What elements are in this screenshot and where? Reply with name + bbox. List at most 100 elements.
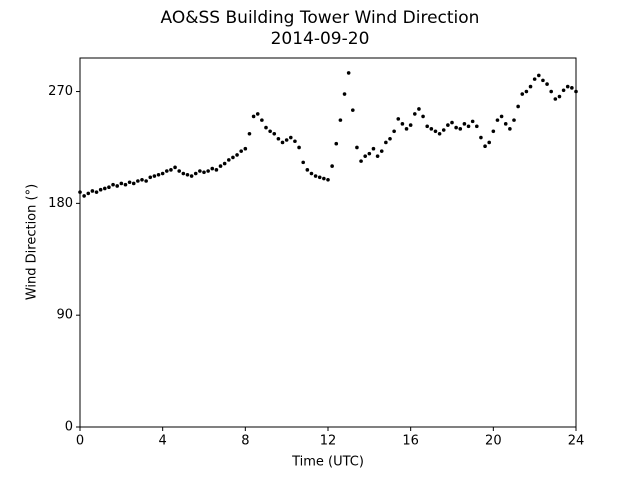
data-point <box>189 174 194 178</box>
data-point <box>210 166 215 171</box>
data-point <box>317 175 322 180</box>
data-point <box>206 169 210 173</box>
data-point <box>450 120 454 125</box>
data-point <box>371 146 376 151</box>
data-point <box>363 154 368 158</box>
data-point <box>557 94 562 99</box>
data-point <box>111 182 115 187</box>
chart-title: AO&SS Building Tower Wind Direction <box>161 8 480 28</box>
data-point <box>541 78 545 83</box>
data-point <box>119 181 124 186</box>
data-point <box>491 129 496 134</box>
data-point <box>346 71 351 75</box>
x-axis-label: Time (UTC) <box>291 455 364 470</box>
y-tick-label: 90 <box>56 308 73 323</box>
data-point <box>437 131 442 136</box>
data-point <box>508 127 512 131</box>
data-point <box>516 104 520 109</box>
data-point <box>243 146 248 151</box>
data-point <box>503 122 508 126</box>
data-point <box>322 176 326 181</box>
data-point <box>198 169 202 173</box>
data-point <box>475 124 479 129</box>
data-point <box>272 131 277 136</box>
data-point <box>313 174 318 178</box>
data-point <box>413 112 417 116</box>
data-point <box>156 172 161 177</box>
data-point <box>309 171 314 176</box>
data-point <box>136 179 140 183</box>
data-point <box>388 136 392 141</box>
data-point <box>181 171 186 176</box>
data-point <box>185 172 190 177</box>
data-point <box>127 180 132 185</box>
data-point <box>520 92 525 96</box>
data-point <box>235 153 239 157</box>
data-point <box>78 190 82 194</box>
data-point <box>429 127 434 131</box>
data-point <box>570 86 574 90</box>
data-point <box>392 129 396 134</box>
y-axis-label: Wind Direction (°) <box>25 184 40 300</box>
data-point <box>169 168 173 172</box>
y-tick-label: 270 <box>48 84 73 99</box>
data-point <box>483 144 487 149</box>
data-point <box>86 191 91 196</box>
data-point <box>499 114 504 119</box>
data-point <box>404 127 409 131</box>
data-point <box>268 129 272 134</box>
data-point <box>193 171 198 176</box>
data-point <box>421 114 425 119</box>
data-point <box>160 171 165 176</box>
data-point <box>148 175 153 180</box>
data-point <box>222 161 227 166</box>
chart-subtitle: 2014-09-20 <box>271 29 370 49</box>
data-point <box>379 149 384 153</box>
data-point <box>384 140 388 145</box>
data-point <box>524 89 529 94</box>
data-point <box>528 84 533 89</box>
data-point <box>94 190 99 194</box>
data-point <box>462 122 467 126</box>
data-point <box>487 140 492 145</box>
data-point <box>545 82 549 86</box>
data-point <box>177 169 181 173</box>
x-tick-label: 8 <box>241 434 249 449</box>
data-point <box>115 184 119 188</box>
data-point <box>289 135 293 140</box>
data-point <box>218 164 223 168</box>
data-point <box>103 186 107 191</box>
data-point <box>247 131 252 136</box>
data-point <box>297 145 301 150</box>
data-point <box>231 155 235 160</box>
data-point <box>417 107 421 111</box>
data-point <box>98 187 103 192</box>
x-tick-label: 4 <box>159 434 167 449</box>
data-point <box>408 123 413 127</box>
data-point <box>470 119 475 124</box>
data-point <box>574 89 578 94</box>
data-point <box>107 185 111 190</box>
data-point <box>255 112 260 116</box>
data-point <box>351 108 355 112</box>
data-point <box>131 181 136 186</box>
data-point <box>334 141 339 146</box>
data-point <box>553 97 558 101</box>
data-point <box>305 168 310 172</box>
y-tick-label: 180 <box>48 196 73 211</box>
data-point <box>82 194 86 198</box>
data-point <box>338 118 343 122</box>
data-point <box>458 127 463 131</box>
data-point <box>342 92 347 96</box>
y-tick-label: 0 <box>65 420 73 435</box>
data-point <box>326 177 330 182</box>
data-point <box>433 129 438 134</box>
data-point <box>355 145 359 150</box>
data-point <box>276 136 281 141</box>
x-tick-label: 20 <box>485 434 502 449</box>
data-point <box>301 160 306 165</box>
data-point <box>144 179 148 183</box>
data-point <box>173 165 177 170</box>
data-point <box>495 118 500 122</box>
